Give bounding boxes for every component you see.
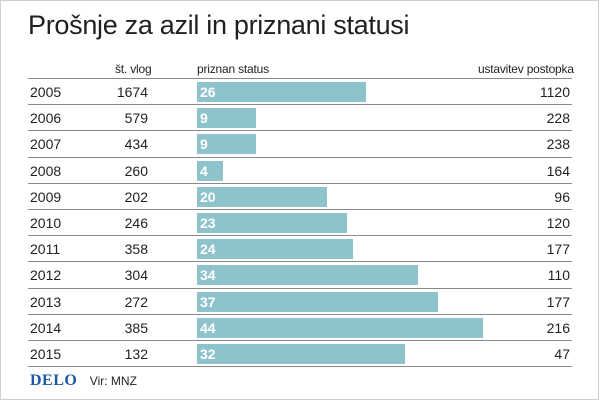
priznan-status-bar bbox=[197, 317, 483, 338]
year-label: 2006 bbox=[30, 110, 62, 127]
row-rule bbox=[28, 235, 572, 237]
year-label: 2005 bbox=[30, 84, 62, 100]
row-rule bbox=[28, 340, 572, 341]
st-vlog-value: 272 bbox=[124, 293, 148, 310]
table-row: 2006 579 9 228 bbox=[0, 105, 599, 131]
header-st-vlog: št. vlog bbox=[115, 62, 152, 76]
priznan-status-label: 37 bbox=[200, 293, 216, 310]
row-rule bbox=[28, 104, 572, 106]
priznan-status-label: 44 bbox=[200, 319, 216, 336]
table-row: 2011 358 24 177 bbox=[0, 236, 599, 262]
header-priznan-status: priznan status bbox=[197, 62, 269, 76]
priznan-status-bar bbox=[197, 213, 347, 233]
year-label: 2007 bbox=[30, 136, 62, 153]
priznan-status-label: 9 bbox=[200, 136, 208, 153]
ustavitev-value: 110 bbox=[547, 267, 570, 284]
ustavitev-value: 120 bbox=[546, 215, 570, 231]
priznan-status-label: 4 bbox=[200, 162, 208, 179]
row-rule bbox=[28, 313, 572, 315]
priznan-status-bar bbox=[197, 160, 223, 181]
chart-footer: DELO Vir: MNZ bbox=[30, 372, 137, 390]
st-vlog-value: 385 bbox=[124, 319, 148, 336]
priznan-status-label: 26 bbox=[200, 84, 216, 100]
table-row: 2013 272 37 177 bbox=[0, 289, 599, 315]
year-label: 2009 bbox=[30, 188, 62, 205]
table-row: 2005 1674 26 1120 bbox=[0, 79, 599, 105]
ustavitev-value: 1120 bbox=[539, 84, 570, 100]
st-vlog-value: 260 bbox=[124, 162, 148, 179]
chart-title: Prošnje za azil in priznani statusi bbox=[28, 10, 410, 40]
priznan-status-label: 34 bbox=[200, 267, 216, 284]
table-row: 2008 260 4 164 bbox=[0, 158, 599, 184]
year-label: 2015 bbox=[30, 346, 62, 362]
row-rule bbox=[28, 287, 572, 289]
priznan-status-label: 20 bbox=[200, 188, 216, 205]
row-rule bbox=[28, 366, 572, 368]
st-vlog-value: 1674 bbox=[116, 84, 148, 100]
st-vlog-value: 434 bbox=[124, 136, 148, 153]
st-vlog-value: 202 bbox=[124, 188, 148, 205]
table-row: 2012 304 34 110 bbox=[0, 262, 599, 288]
priznan-status-bar bbox=[197, 108, 256, 129]
priznan-status-label: 9 bbox=[200, 110, 208, 127]
row-rule bbox=[28, 156, 572, 158]
delo-logo: DELO bbox=[30, 372, 78, 389]
year-label: 2014 bbox=[30, 319, 62, 336]
table-row: 2014 385 44 216 bbox=[0, 315, 599, 341]
st-vlog-value: 304 bbox=[124, 267, 148, 284]
table-row: 2007 434 9 238 bbox=[0, 131, 599, 157]
year-label: 2008 bbox=[30, 162, 62, 179]
source-note: Vir: MNZ bbox=[89, 374, 137, 388]
priznan-status-label: 24 bbox=[200, 241, 216, 258]
priznan-status-label: 23 bbox=[200, 215, 216, 231]
priznan-status-bar bbox=[197, 265, 418, 286]
priznan-status-bar bbox=[197, 344, 405, 364]
priznan-status-bar bbox=[197, 239, 353, 260]
year-label: 2013 bbox=[30, 293, 62, 310]
row-rule bbox=[28, 261, 572, 263]
ustavitev-value: 216 bbox=[546, 319, 570, 336]
priznan-status-bar bbox=[197, 82, 366, 102]
table-row: 2010 246 23 120 bbox=[0, 210, 599, 236]
year-label: 2012 bbox=[30, 267, 62, 284]
table-row: 2009 202 20 96 bbox=[0, 184, 599, 210]
row-rule bbox=[28, 130, 572, 132]
st-vlog-value: 246 bbox=[124, 215, 148, 231]
st-vlog-value: 132 bbox=[124, 346, 148, 362]
year-label: 2011 bbox=[30, 241, 61, 258]
row-rule bbox=[28, 182, 572, 184]
ustavitev-value: 177 bbox=[546, 241, 570, 258]
year-label: 2010 bbox=[30, 215, 62, 231]
ustavitev-value: 96 bbox=[554, 188, 570, 205]
table-row: 2015 132 32 47 bbox=[0, 341, 599, 367]
header-ustavitev-postopka: ustavitev postopka bbox=[478, 62, 574, 76]
ustavitev-value: 164 bbox=[546, 162, 570, 179]
priznan-status-label: 32 bbox=[200, 346, 216, 362]
ustavitev-value: 228 bbox=[546, 110, 570, 127]
ustavitev-value: 47 bbox=[554, 346, 570, 362]
priznan-status-bar bbox=[197, 186, 327, 207]
priznan-status-bar bbox=[197, 134, 256, 155]
row-rule bbox=[28, 78, 572, 79]
st-vlog-value: 358 bbox=[124, 241, 148, 258]
st-vlog-value: 579 bbox=[124, 110, 148, 127]
ustavitev-value: 177 bbox=[546, 293, 570, 310]
ustavitev-value: 238 bbox=[546, 136, 570, 153]
row-rule bbox=[28, 209, 572, 210]
priznan-status-bar bbox=[197, 291, 438, 312]
